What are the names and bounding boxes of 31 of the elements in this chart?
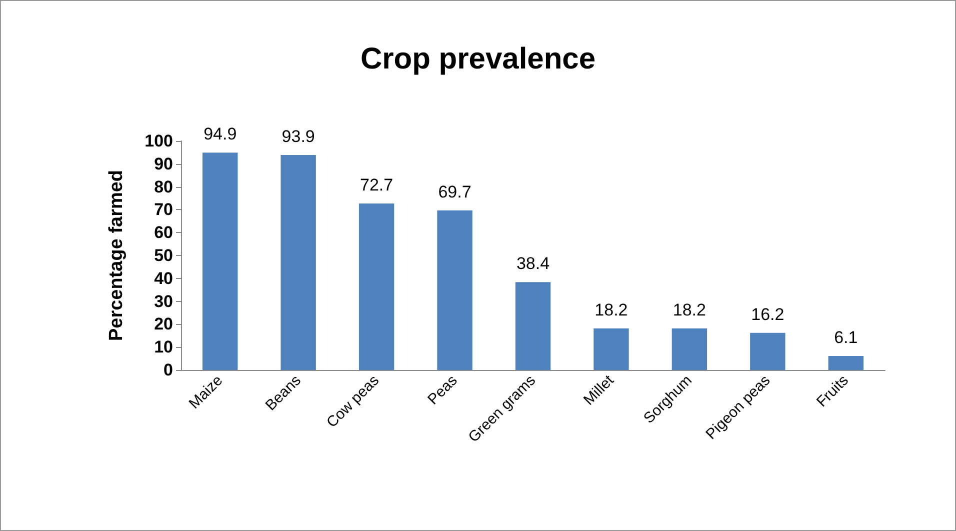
data-label: 94.9 — [204, 124, 237, 144]
y-tick-label: 80 — [154, 177, 173, 196]
y-axis-title: Percentage farmed — [106, 170, 127, 342]
data-label: 72.7 — [360, 176, 394, 195]
data-label: 38.4 — [516, 254, 550, 274]
y-tick-label: 40 — [154, 268, 173, 288]
bar — [358, 204, 394, 370]
data-label: 16.2 — [751, 304, 784, 324]
data-label: 18.2 — [594, 300, 628, 320]
y-tick-label: 70 — [154, 200, 173, 220]
chart-title: Crop prevalence — [360, 42, 596, 76]
bar — [515, 282, 551, 370]
bar — [437, 210, 472, 370]
bar — [202, 152, 238, 370]
y-tick-label: 10 — [154, 338, 173, 357]
bar — [750, 332, 786, 370]
data-label: 6.1 — [834, 328, 858, 348]
y-tick-label: 60 — [154, 223, 173, 242]
bar — [594, 328, 629, 370]
y-tick-label: 100 — [144, 132, 173, 150]
y-tick-label: 20 — [154, 314, 173, 334]
data-label: 93.9 — [282, 126, 315, 146]
bar — [828, 356, 864, 370]
y-tick-label: 90 — [154, 154, 173, 174]
y-tick-label: 50 — [154, 246, 173, 265]
data-label: 69.7 — [438, 182, 472, 202]
bar — [672, 328, 708, 370]
y-tick-label: 0 — [164, 360, 173, 380]
data-label: 18.2 — [672, 300, 706, 320]
y-tick-label: 30 — [154, 292, 173, 311]
bar — [280, 154, 316, 370]
